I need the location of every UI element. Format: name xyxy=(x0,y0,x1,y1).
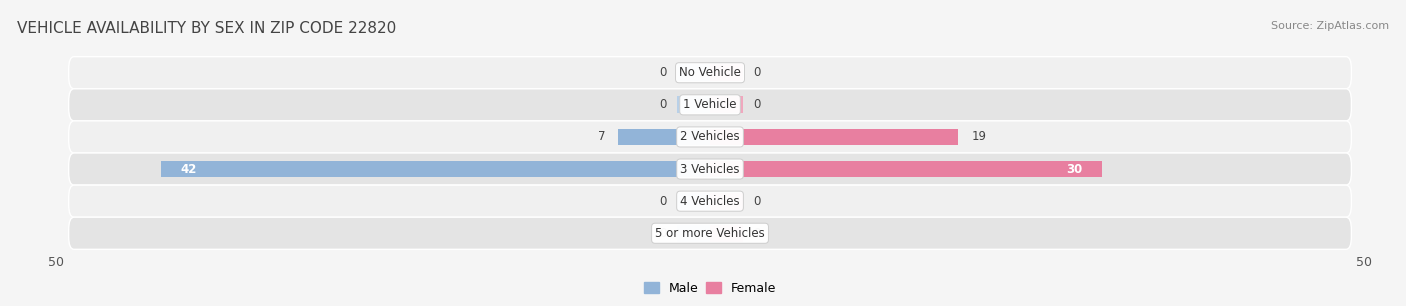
Text: 19: 19 xyxy=(972,130,987,144)
Text: No Vehicle: No Vehicle xyxy=(679,66,741,79)
Bar xyxy=(710,193,742,210)
Bar xyxy=(710,225,742,242)
Bar xyxy=(619,129,710,145)
Bar xyxy=(678,64,710,81)
Bar xyxy=(678,96,710,113)
Legend: Male, Female: Male, Female xyxy=(638,277,782,300)
FancyBboxPatch shape xyxy=(69,57,1351,89)
Text: 0: 0 xyxy=(754,66,761,79)
Text: 0: 0 xyxy=(754,227,761,240)
Text: 0: 0 xyxy=(754,98,761,111)
Bar xyxy=(678,225,710,242)
Bar xyxy=(160,161,710,177)
Bar xyxy=(678,193,710,210)
Text: 3 Vehicles: 3 Vehicles xyxy=(681,162,740,176)
Text: 7: 7 xyxy=(598,130,606,144)
Bar xyxy=(710,161,1102,177)
FancyBboxPatch shape xyxy=(69,89,1351,121)
Bar xyxy=(710,96,742,113)
Text: VEHICLE AVAILABILITY BY SEX IN ZIP CODE 22820: VEHICLE AVAILABILITY BY SEX IN ZIP CODE … xyxy=(17,21,396,36)
Bar xyxy=(710,129,959,145)
Text: 0: 0 xyxy=(754,195,761,208)
Text: Source: ZipAtlas.com: Source: ZipAtlas.com xyxy=(1271,21,1389,32)
Text: 5 or more Vehicles: 5 or more Vehicles xyxy=(655,227,765,240)
Text: 30: 30 xyxy=(1066,162,1083,176)
Text: 42: 42 xyxy=(180,162,197,176)
Text: 0: 0 xyxy=(659,66,666,79)
FancyBboxPatch shape xyxy=(69,121,1351,153)
Text: 2 Vehicles: 2 Vehicles xyxy=(681,130,740,144)
FancyBboxPatch shape xyxy=(69,217,1351,249)
FancyBboxPatch shape xyxy=(69,185,1351,217)
Text: 0: 0 xyxy=(659,227,666,240)
Bar xyxy=(710,64,742,81)
FancyBboxPatch shape xyxy=(69,153,1351,185)
Text: 4 Vehicles: 4 Vehicles xyxy=(681,195,740,208)
Text: 0: 0 xyxy=(659,98,666,111)
Text: 1 Vehicle: 1 Vehicle xyxy=(683,98,737,111)
Text: 0: 0 xyxy=(659,195,666,208)
